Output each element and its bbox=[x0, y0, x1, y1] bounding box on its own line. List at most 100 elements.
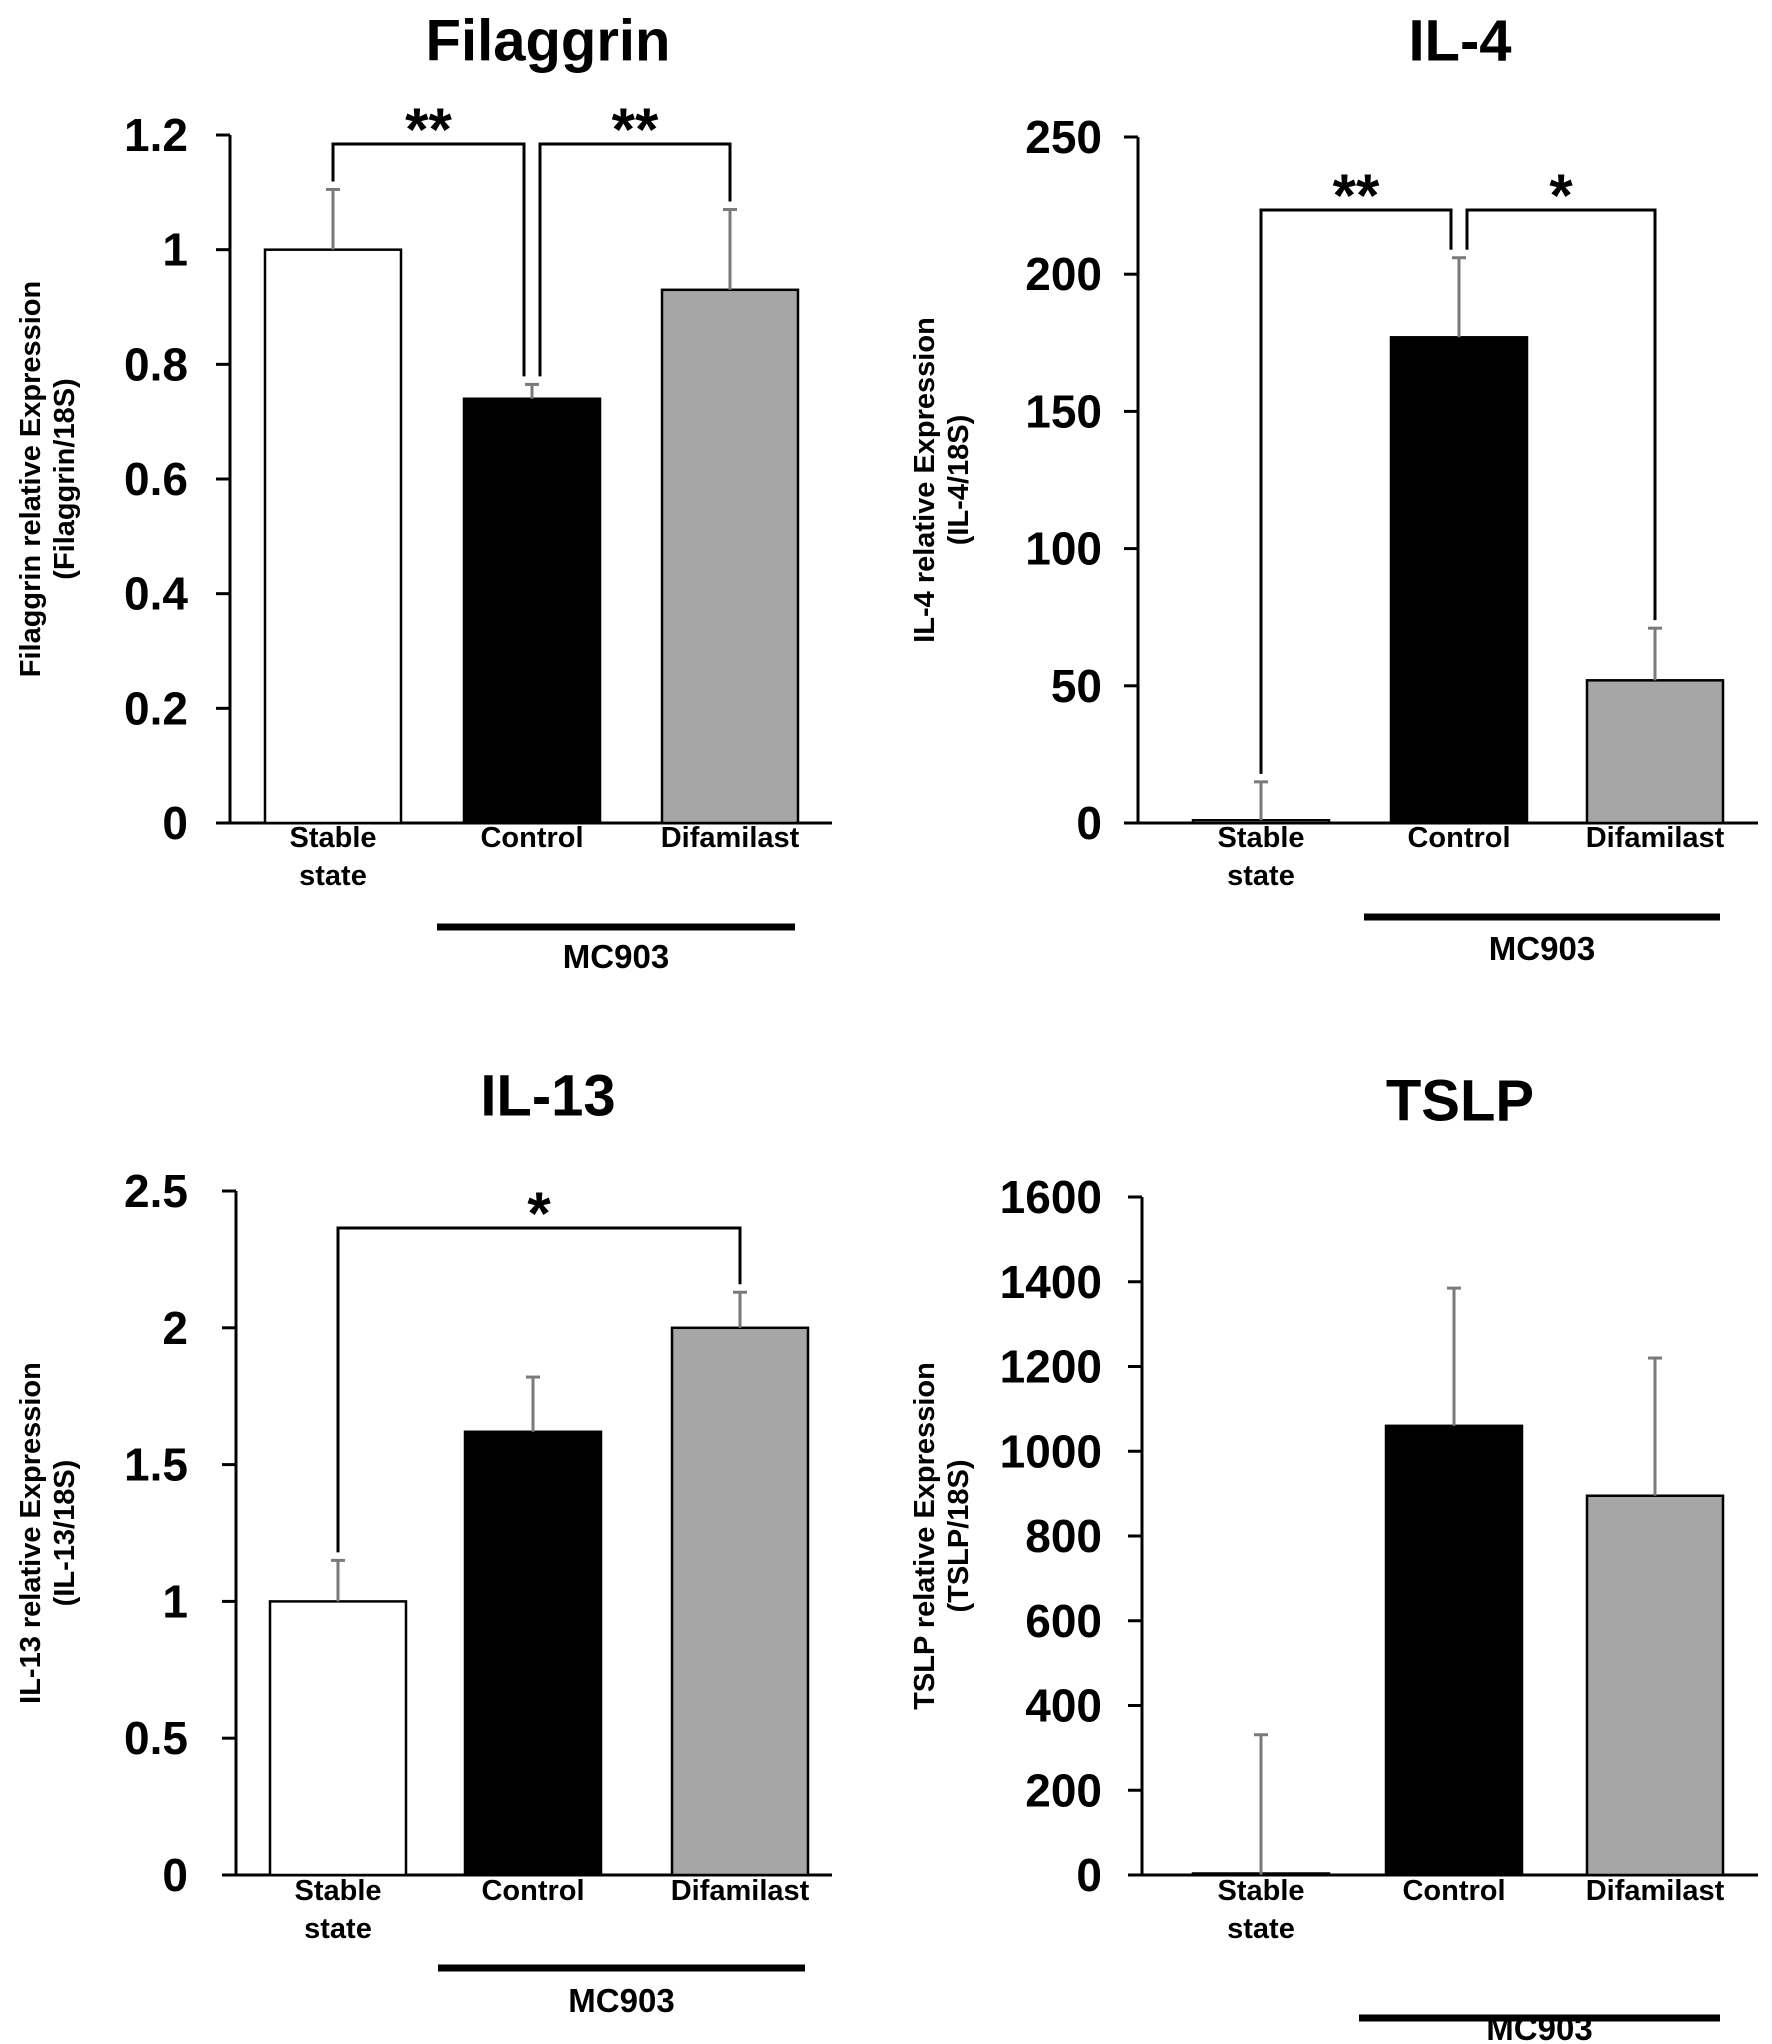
y-tick-label: 1.5 bbox=[124, 1439, 188, 1491]
significance-bracket bbox=[336, 1226, 742, 1553]
y-tick-label: 0.4 bbox=[124, 568, 188, 620]
y-axis-label-line: IL-4 relative Expression bbox=[909, 317, 941, 643]
group-label: MC903 bbox=[568, 1982, 674, 2019]
y-axis-label: Filaggrin relative Expression(Filaggrin/… bbox=[15, 281, 81, 677]
y-tick-label: 2 bbox=[162, 1302, 188, 1354]
significance-label: ** bbox=[405, 96, 452, 163]
x-category-label-line: state bbox=[299, 860, 367, 892]
bar bbox=[670, 1326, 810, 1877]
chart-title: Filaggrin bbox=[426, 8, 671, 73]
y-tick-label: 400 bbox=[1025, 1680, 1102, 1732]
significance-label: ** bbox=[612, 96, 659, 163]
bar bbox=[463, 1430, 603, 1877]
y-tick-label: 250 bbox=[1025, 111, 1102, 163]
x-category-label: Difamilast bbox=[1586, 1875, 1725, 1907]
y-tick-label: 1000 bbox=[1000, 1425, 1102, 1477]
y-tick-label: 0 bbox=[162, 1849, 188, 1901]
y-tick-label: 1 bbox=[162, 224, 188, 276]
y-axis-label-line: (Filaggrin/18S) bbox=[49, 378, 81, 579]
x-category-label: Control bbox=[1407, 822, 1510, 854]
y-tick-label: 600 bbox=[1025, 1595, 1102, 1647]
chart-panel-4: TSLP TSLP relative Expression(TSLP/18S) 0 2… bbox=[909, 1068, 1758, 2044]
y-tick-label: 1200 bbox=[1000, 1341, 1102, 1393]
y-axis-label: TSLP relative Expression(TSLP/18S) bbox=[909, 1362, 975, 1710]
chart-title: TSLP bbox=[1386, 1068, 1534, 1133]
y-tick-label: 0.2 bbox=[124, 682, 188, 734]
y-tick-label: 100 bbox=[1025, 523, 1102, 575]
x-category-label-line: state bbox=[1227, 1913, 1295, 1945]
bar bbox=[1585, 1494, 1725, 1877]
significance-bracket bbox=[1259, 208, 1453, 774]
y-tick-label: 800 bbox=[1025, 1510, 1102, 1562]
x-category-label: Difamilast bbox=[671, 1875, 810, 1907]
x-category-label-line: Control bbox=[1407, 822, 1510, 854]
significance-label: ** bbox=[1333, 162, 1380, 229]
x-category-label-line: state bbox=[1227, 860, 1295, 892]
x-category-label: Control bbox=[481, 1875, 584, 1907]
y-tick-label: 200 bbox=[1025, 1764, 1102, 1816]
significance-bracket bbox=[1465, 208, 1657, 621]
y-tick-label: 1400 bbox=[1000, 1256, 1102, 1308]
y-axis-label-line: IL-13 relative Expression bbox=[15, 1362, 47, 1704]
bar bbox=[1384, 1424, 1524, 1877]
x-category-label: Stable state bbox=[289, 822, 376, 892]
significance-bracket bbox=[538, 142, 732, 377]
y-tick-label: 0 bbox=[1076, 797, 1102, 849]
y-axis-label-line: TSLP relative Expression bbox=[909, 1362, 941, 1710]
y-tick-label: 0.8 bbox=[124, 338, 188, 390]
x-category-label: Stable state bbox=[1217, 1875, 1304, 1945]
bar bbox=[1585, 679, 1725, 825]
bar bbox=[462, 397, 602, 825]
y-tick-label: 0.5 bbox=[124, 1712, 188, 1764]
group-label: MC903 bbox=[1489, 930, 1595, 967]
y-tick-label: 50 bbox=[1051, 660, 1102, 712]
x-category-label-line: Difamilast bbox=[1586, 822, 1725, 854]
x-category-label-line: Control bbox=[481, 1875, 584, 1907]
chart-title: IL-4 bbox=[1408, 8, 1511, 73]
y-tick-label: 0 bbox=[1076, 1849, 1102, 1901]
chart-title: IL-13 bbox=[480, 1063, 615, 1128]
y-axis-label: IL-13 relative Expression(IL-13/18S) bbox=[15, 1362, 81, 1704]
y-tick-label: 1.2 bbox=[124, 109, 188, 161]
x-category-label: Stable state bbox=[1217, 822, 1304, 892]
y-tick-label: 0 bbox=[162, 797, 188, 849]
bar bbox=[1389, 336, 1529, 825]
x-category-label-line: Stable bbox=[1217, 822, 1304, 854]
x-category-label-line: Control bbox=[480, 822, 583, 854]
chart-panel-3: IL-13 IL-13 relative Expression(IL-13/18S… bbox=[15, 1063, 832, 2019]
x-category-label: Difamilast bbox=[1586, 822, 1725, 854]
y-tick-label: 2.5 bbox=[124, 1165, 188, 1217]
x-category-label-line: Stable bbox=[1217, 1875, 1304, 1907]
x-category-label-line: Difamilast bbox=[671, 1875, 810, 1907]
significance-label: * bbox=[1549, 162, 1573, 229]
y-tick-label: 150 bbox=[1025, 385, 1102, 437]
y-axis-label: IL-4 relative Expression(IL-4/18S) bbox=[909, 317, 975, 643]
x-category-label: Stable state bbox=[294, 1875, 381, 1945]
bar bbox=[660, 288, 800, 825]
significance-label: * bbox=[527, 1180, 551, 1247]
significance-bracket bbox=[331, 142, 526, 377]
group-label: MC903 bbox=[563, 938, 669, 975]
y-tick-label: 1600 bbox=[1000, 1171, 1102, 1223]
x-category-label-line: Control bbox=[1402, 1875, 1505, 1907]
y-axis-label-line: (IL-4/18S) bbox=[943, 415, 975, 546]
y-tick-label: 0.6 bbox=[124, 453, 188, 505]
chart-panel-1: Filaggrin Filaggrin relative Expression(F… bbox=[15, 8, 832, 975]
chart-panel-2: IL-4 IL-4 relative Expression(IL-4/18S) 0 5… bbox=[909, 8, 1758, 967]
y-axis-label-line: (TSLP/18S) bbox=[943, 1459, 975, 1612]
y-tick-label: 1 bbox=[162, 1575, 188, 1627]
x-category-label-line: Difamilast bbox=[1586, 1875, 1725, 1907]
y-axis-label-line: Filaggrin relative Expression bbox=[15, 281, 47, 677]
x-category-label-line: Stable bbox=[289, 822, 376, 854]
y-tick-label: 200 bbox=[1025, 248, 1102, 300]
x-category-label-line: Stable bbox=[294, 1875, 381, 1907]
group-label: MC903 bbox=[1486, 2010, 1592, 2044]
x-category-label: Control bbox=[480, 822, 583, 854]
bar bbox=[263, 248, 403, 825]
bar bbox=[268, 1600, 408, 1877]
y-axis-label-line: (IL-13/18S) bbox=[49, 1460, 81, 1607]
x-category-label: Control bbox=[1402, 1875, 1505, 1907]
x-category-label-line: state bbox=[304, 1913, 372, 1945]
x-category-label-line: Difamilast bbox=[661, 822, 800, 854]
